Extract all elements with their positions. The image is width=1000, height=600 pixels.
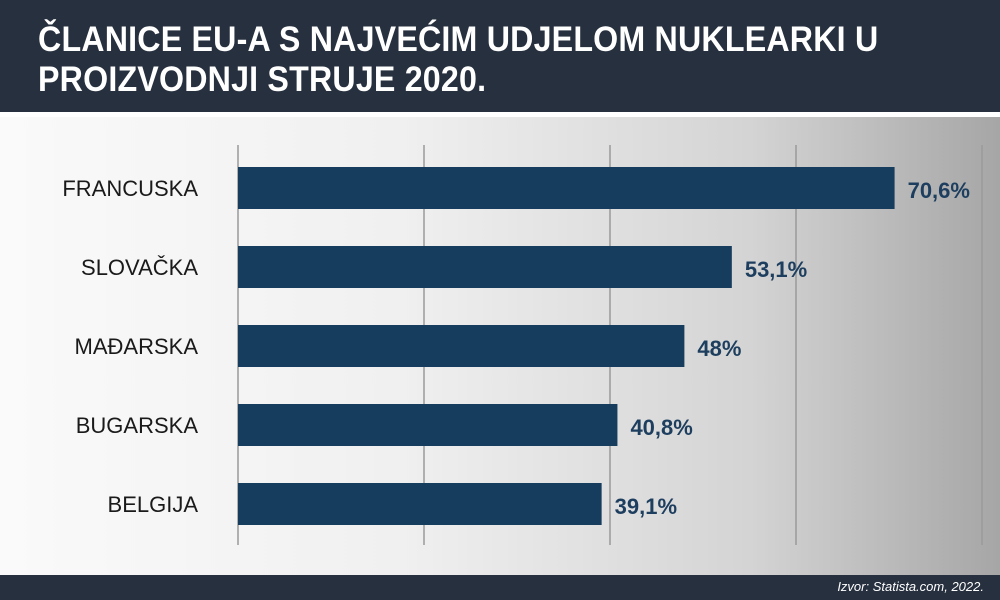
- source-note: Izvor: Statista.com, 2022.: [837, 579, 984, 594]
- chart-title-line-1: ČLANICE EU-A S NAJVEĆIM UDJELOM NUKLEARK…: [38, 20, 879, 59]
- value-label: 70,6%: [908, 178, 970, 203]
- value-labels: 70,6% 53,1% 48% 40,8% 39,1%: [615, 178, 970, 519]
- category-label: BUGARSKA: [76, 413, 199, 438]
- chart-title-line-2: PROIZVODNJI STRUJE 2020.: [38, 60, 487, 99]
- category-label: FRANCUSKA: [62, 176, 198, 201]
- value-label: 53,1%: [745, 257, 807, 282]
- category-label: MAĐARSKA: [75, 334, 199, 359]
- bars: [238, 167, 895, 525]
- bar: [238, 404, 618, 446]
- value-label: 48%: [697, 336, 741, 361]
- bar: [238, 325, 685, 367]
- value-label: 40,8%: [630, 415, 692, 440]
- footer-bar: Izvor: Statista.com, 2022.: [0, 575, 1000, 600]
- value-label: 39,1%: [615, 494, 677, 519]
- category-labels: FRANCUSKA SLOVAČKA MAĐARSKA BUGARSKA BELGIJA: [62, 176, 198, 517]
- bar: [238, 483, 602, 525]
- bar: [238, 167, 895, 209]
- category-label: SLOVAČKA: [81, 255, 198, 280]
- bar: [238, 246, 732, 288]
- header-bar: ČLANICE EU-A S NAJVEĆIM UDJELOM NUKLEARK…: [0, 0, 1000, 112]
- category-label: BELGIJA: [108, 492, 199, 517]
- chart-title: ČLANICE EU-A S NAJVEĆIM UDJELOM NUKLEARK…: [38, 20, 903, 100]
